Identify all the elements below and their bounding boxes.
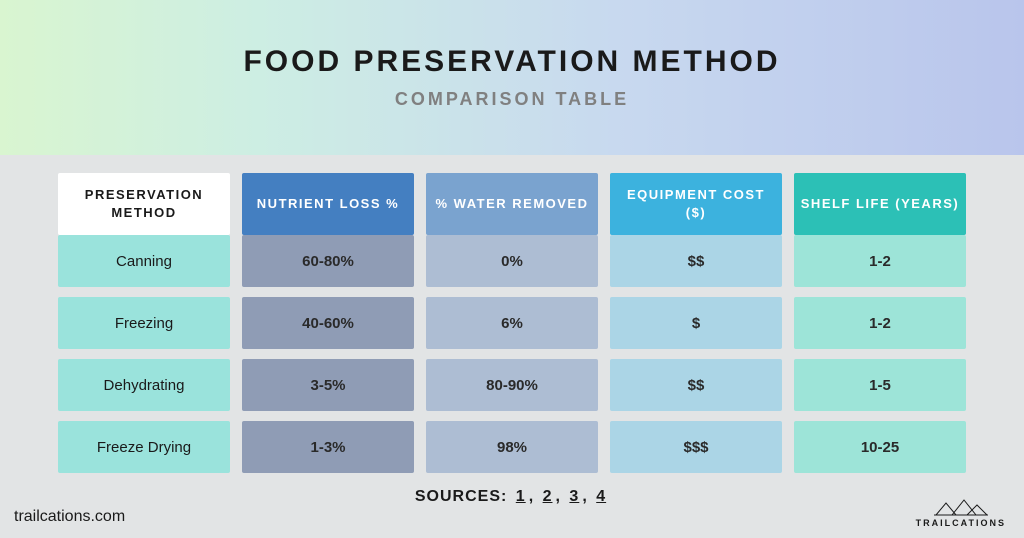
sources-line: SOURCES: 1, 2, 3, 4 — [58, 488, 966, 506]
table-cell: $$$ — [610, 421, 782, 473]
table-cell: 80-90% — [426, 359, 598, 411]
table-cell: 1-2 — [794, 235, 966, 287]
page-title: FOOD PRESERVATION METHOD — [243, 45, 780, 79]
table-cell: 1-2 — [794, 297, 966, 349]
table-cell: 6% — [426, 297, 598, 349]
table-cell: 10-25 — [794, 421, 966, 473]
table-cell: $ — [610, 297, 782, 349]
table-cell: $$ — [610, 359, 782, 411]
table-area: PRESERVATION METHODNUTRIENT LOSS %% WATE… — [0, 155, 1024, 538]
brand-name: TRAILCATIONS — [916, 518, 1006, 528]
column-header: PRESERVATION METHOD — [58, 173, 230, 235]
sources-label: SOURCES: — [415, 488, 507, 505]
column-header: EQUIPMENT COST ($) — [610, 173, 782, 235]
column-header: NUTRIENT LOSS % — [242, 173, 414, 235]
brand-logo: TRAILCATIONS — [916, 497, 1006, 528]
footer-url: trailcations.com — [14, 508, 125, 526]
header-band: FOOD PRESERVATION METHOD COMPARISON TABL… — [0, 0, 1024, 155]
source-link[interactable]: 3 — [569, 488, 579, 505]
row-label: Canning — [58, 235, 230, 287]
source-link[interactable]: 2 — [543, 488, 553, 505]
table-cell: 0% — [426, 235, 598, 287]
table-cell: 1-3% — [242, 421, 414, 473]
source-link[interactable]: 4 — [596, 488, 606, 505]
table-cell: 98% — [426, 421, 598, 473]
table-cell: $$ — [610, 235, 782, 287]
page-subtitle: COMPARISON TABLE — [395, 89, 629, 110]
row-label: Freeze Drying — [58, 421, 230, 473]
row-label: Freezing — [58, 297, 230, 349]
table-cell: 60-80% — [242, 235, 414, 287]
tent-mountain-icon — [934, 497, 988, 517]
column-header: SHELF LIFE (YEARS) — [794, 173, 966, 235]
row-label: Dehydrating — [58, 359, 230, 411]
comparison-table: PRESERVATION METHODNUTRIENT LOSS %% WATE… — [58, 173, 966, 473]
column-header: % WATER REMOVED — [426, 173, 598, 235]
table-cell: 1-5 — [794, 359, 966, 411]
table-cell: 3-5% — [242, 359, 414, 411]
table-cell: 40-60% — [242, 297, 414, 349]
source-link[interactable]: 1 — [516, 488, 526, 505]
